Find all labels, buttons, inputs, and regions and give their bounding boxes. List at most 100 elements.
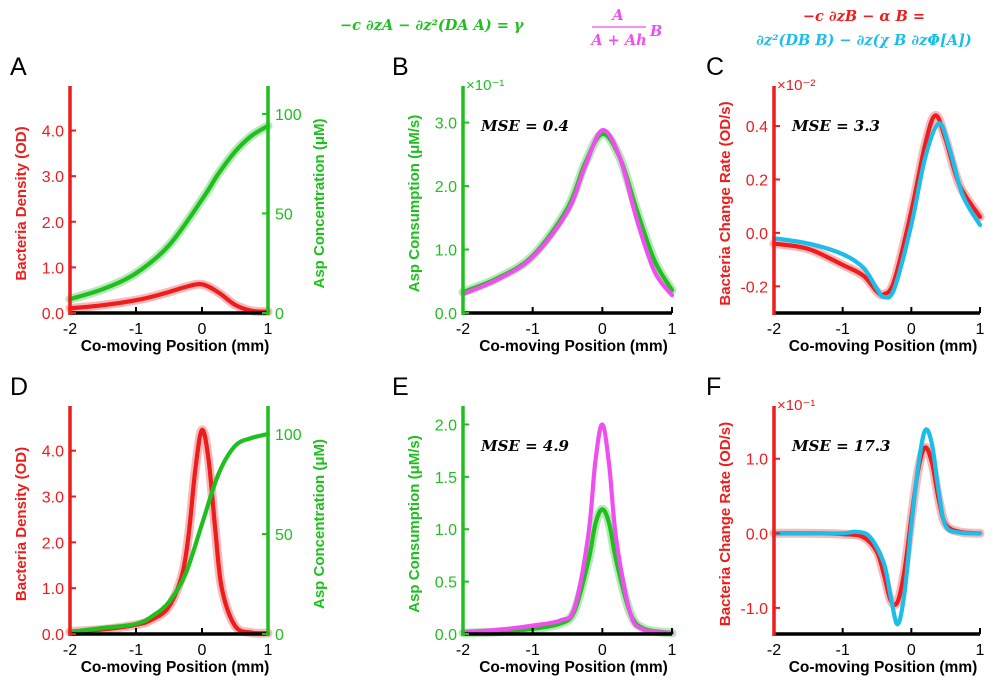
y-tick-label-left: 0.0 xyxy=(42,627,64,644)
x-tick-label: -2 xyxy=(767,321,781,338)
y-axis-multiplier: ×10⁻² xyxy=(777,77,815,94)
mse-annotation: MSE = 3.3 xyxy=(791,117,880,135)
panel-grid: A-2 -1 0 1Co-moving Position (mm)0.01.02.03… xyxy=(10,53,985,676)
x-tick-label: 1 xyxy=(668,642,677,659)
equation-asp: −c ∂zA − ∂z²(DA A) = γ A A + Ah B xyxy=(340,7,662,49)
y-axis-title-right: Asp Concentration (μM) xyxy=(311,118,328,288)
x-tick-label: -1 xyxy=(526,321,540,338)
y-tick-label-left: 4.0 xyxy=(42,444,64,461)
series-band-green xyxy=(65,121,273,304)
y-tick-label-left: 2.0 xyxy=(42,535,64,552)
x-tick-label: 1 xyxy=(976,642,985,659)
y-tick-label-left: 3.0 xyxy=(42,169,64,186)
x-tick-label: 0 xyxy=(198,642,207,659)
x-axis-title: Co-moving Position (mm) xyxy=(789,659,978,676)
y-tick-label-left: -1.0 xyxy=(740,601,768,618)
series-line-green xyxy=(460,507,675,636)
x-tick-label: 0 xyxy=(598,642,607,659)
y-axis-title-right: Asp Concentration (μM) xyxy=(311,439,328,609)
y-axis-title-left: Bacteria Density (OD) xyxy=(13,126,30,280)
y-tick-label-left: -0.2 xyxy=(740,279,768,296)
y-tick-label-left: 1.0 xyxy=(435,243,457,260)
equation-asp-frac-num: A xyxy=(610,7,623,24)
y-tick-label-left: 2.0 xyxy=(435,179,457,196)
series-line-cyan xyxy=(771,427,983,627)
series-line-red xyxy=(771,445,983,607)
y-tick-label-left: 0.0 xyxy=(435,306,457,323)
series-line-magenta xyxy=(460,128,675,298)
y-axis-multiplier: ×10⁻¹ xyxy=(777,397,815,414)
series-band-green xyxy=(458,504,677,638)
y-axis-title-left: Bacteria Change Rate (OD/s) xyxy=(717,422,734,626)
y-tick-label-left: 1.0 xyxy=(746,452,768,469)
series-group xyxy=(458,422,677,638)
x-tick-label: 0 xyxy=(198,321,207,338)
panel-F: F -2 -1 0 1Co-moving Position (mm) -1.0 0.0 1.0… xyxy=(706,373,985,676)
series-line-magenta xyxy=(460,422,675,636)
x-tick-label: -1 xyxy=(836,642,850,659)
y-tick-label-left: 0.0 xyxy=(42,306,64,323)
y-axis-title-left: Bacteria Density (OD) xyxy=(13,447,30,601)
y-tick-label-right: 0 xyxy=(275,627,284,644)
x-tick-label: -1 xyxy=(526,642,540,659)
y-tick-label-left: 0.0 xyxy=(435,627,457,644)
y-tick-label-right: 0 xyxy=(275,306,284,323)
panel-label: D xyxy=(10,373,28,401)
y-axis-title-left: Asp Consumption (μM/s) xyxy=(406,115,423,293)
equation-asp-tail: B xyxy=(649,23,662,40)
y-tick-label-left: 0.5 xyxy=(435,575,457,592)
x-tick-label: -2 xyxy=(63,321,77,338)
y-tick-label-left: 0.2 xyxy=(746,172,768,189)
series-line-cyan xyxy=(771,121,983,300)
x-axis-title: Co-moving Position (mm) xyxy=(479,338,668,355)
x-tick-label: 0 xyxy=(907,642,916,659)
mse-annotation: MSE = 0.4 xyxy=(480,117,569,135)
x-tick-label: -2 xyxy=(63,642,77,659)
series-group xyxy=(65,425,273,638)
equation-asp-frac-den: A + Ah xyxy=(589,32,646,49)
series-line-green xyxy=(67,123,271,302)
y-tick-label-right: 100 xyxy=(275,107,302,124)
series-group xyxy=(65,121,273,317)
x-tick-label: 1 xyxy=(668,321,677,338)
y-tick-label-left: 1.0 xyxy=(435,522,457,539)
x-tick-label: -1 xyxy=(836,321,850,338)
equation-asp-lhs: −c ∂zA − ∂z²(DA A) = γ xyxy=(340,17,525,34)
x-tick-label: -1 xyxy=(129,642,143,659)
series-group xyxy=(769,110,985,300)
equation-bacteria-line1: −c ∂zB − α B = xyxy=(803,8,925,25)
y-tick-label-left: 1.0 xyxy=(42,260,64,277)
panel-E: E -2 -1 0 1Co-moving Position (mm) 0.0 0.5 1.0 1… xyxy=(392,373,677,676)
mse-annotation: MSE = 4.9 xyxy=(480,437,570,455)
y-tick-label-left: 4.0 xyxy=(42,124,64,141)
panel-label: E xyxy=(392,373,409,401)
equation-bacteria: −c ∂zB − α B = ∂z²(DB B) − ∂z(χ B ∂zΦ[A]… xyxy=(756,8,972,49)
mse-annotation: MSE = 17.3 xyxy=(791,437,890,455)
y-tick-label-left: 3.0 xyxy=(435,116,457,133)
series-group xyxy=(458,128,677,298)
y-axis-multiplier: ×10⁻¹ xyxy=(466,77,504,94)
y-tick-label-left: 3.0 xyxy=(42,490,64,507)
panel-C: C -2 -1 0 1Co-moving Position (mm) -0.2 0.0 0.2… xyxy=(706,53,985,355)
x-tick-label: 0 xyxy=(907,321,916,338)
y-tick-label-left: 2.0 xyxy=(435,417,457,434)
panel-label: F xyxy=(706,373,721,401)
y-axis-title-left: Asp Consumption (μM/s) xyxy=(406,435,423,613)
x-tick-label: -2 xyxy=(456,321,470,338)
y-tick-label-right: 100 xyxy=(275,427,302,444)
series-group xyxy=(769,427,985,627)
x-tick-label: 1 xyxy=(976,321,985,338)
panel-B: B -2 -1 0 1Co-moving Position (mm) 0.0 1.0 2.0 3… xyxy=(392,53,677,355)
x-tick-label: 1 xyxy=(264,642,273,659)
series-line-red xyxy=(67,281,271,314)
x-axis-title: Co-moving Position (mm) xyxy=(81,338,270,355)
y-tick-label-left: 1.5 xyxy=(435,470,457,487)
y-tick-label-right: 50 xyxy=(275,206,293,223)
y-axis-title-left: Bacteria Change Rate (OD/s) xyxy=(717,101,734,305)
x-axis-title: Co-moving Position (mm) xyxy=(479,659,668,676)
panel-D: D-2 -1 0 1Co-moving Position (mm)0.01.02.03… xyxy=(10,373,328,676)
x-axis-title: Co-moving Position (mm) xyxy=(81,659,270,676)
y-tick-label-left: 0.0 xyxy=(746,226,768,243)
y-tick-label-left: 0.4 xyxy=(746,119,768,136)
